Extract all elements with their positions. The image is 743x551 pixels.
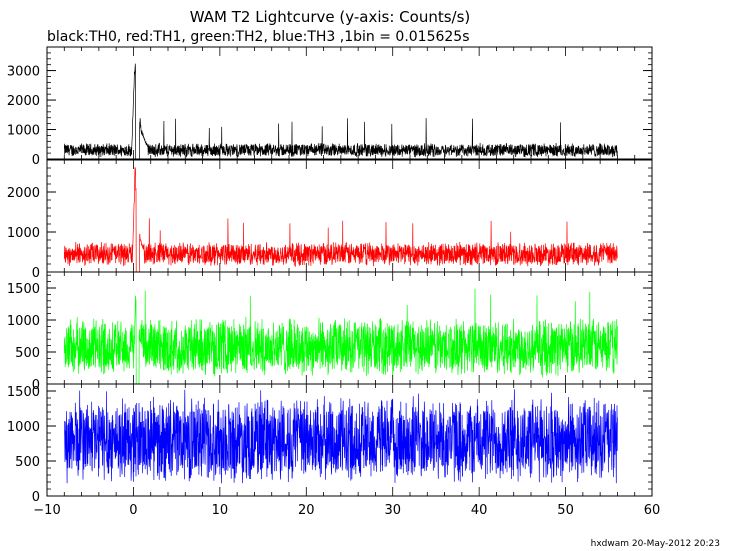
x-tick-label: 30 bbox=[384, 503, 401, 518]
y-tick-label: 0 bbox=[32, 490, 40, 505]
x-tick-label: 50 bbox=[557, 503, 574, 518]
y-tick-label: 0 bbox=[32, 266, 40, 281]
x-tick-label: 60 bbox=[644, 503, 661, 518]
x-tick-label: 20 bbox=[298, 503, 315, 518]
footer-stamp: hxdwam 20-May-2012 20:23 bbox=[591, 539, 720, 549]
x-tick-labels: −10 0 10 20 30 40 50 60 bbox=[33, 503, 660, 518]
y-tick-label: 3000 bbox=[7, 65, 40, 80]
chart-title: WAM T2 Lightcurve (y-axis: Counts/s) bbox=[190, 8, 471, 26]
series-line-1 bbox=[63, 167, 618, 272]
x-tick-label: 0 bbox=[129, 503, 137, 518]
panel-0: 0 1000 2000 3000 bbox=[7, 46, 653, 168]
y-tick-label: 1500 bbox=[7, 282, 40, 297]
panel-1: 0 1000 2000 bbox=[7, 159, 653, 281]
x-tick-label: −10 bbox=[33, 503, 60, 518]
y-tick-label: 2000 bbox=[7, 94, 40, 109]
panels-group: 0100020003000010002000050010001500050010… bbox=[7, 46, 653, 505]
x-tick-label: 10 bbox=[212, 503, 229, 518]
series-line-0 bbox=[63, 63, 618, 159]
series-line-2 bbox=[63, 288, 618, 384]
y-tick-label: 1000 bbox=[7, 226, 40, 241]
y-tick-label: 2000 bbox=[7, 186, 40, 201]
panel-3: 0 500 1000 1500 bbox=[7, 383, 653, 505]
y-tick-label: 500 bbox=[15, 346, 40, 361]
chart-subtitle: black:TH0, red:TH1, green:TH2, blue:TH3 … bbox=[47, 29, 470, 45]
y-tick-label: 500 bbox=[15, 455, 40, 470]
y-tick-label: 0 bbox=[32, 153, 40, 168]
y-tick-label: 1500 bbox=[7, 385, 40, 400]
y-tick-label: 1000 bbox=[7, 420, 40, 435]
panel-frame-0 bbox=[46, 46, 653, 160]
y-tick-label: 1000 bbox=[7, 314, 40, 329]
x-tick-label: 40 bbox=[471, 503, 488, 518]
y-tick-label: 0 bbox=[32, 378, 40, 393]
panel-2: 0 500 1000 1500 bbox=[7, 271, 653, 393]
y-tick-label: 1000 bbox=[7, 124, 40, 139]
series-line-3 bbox=[63, 389, 618, 484]
